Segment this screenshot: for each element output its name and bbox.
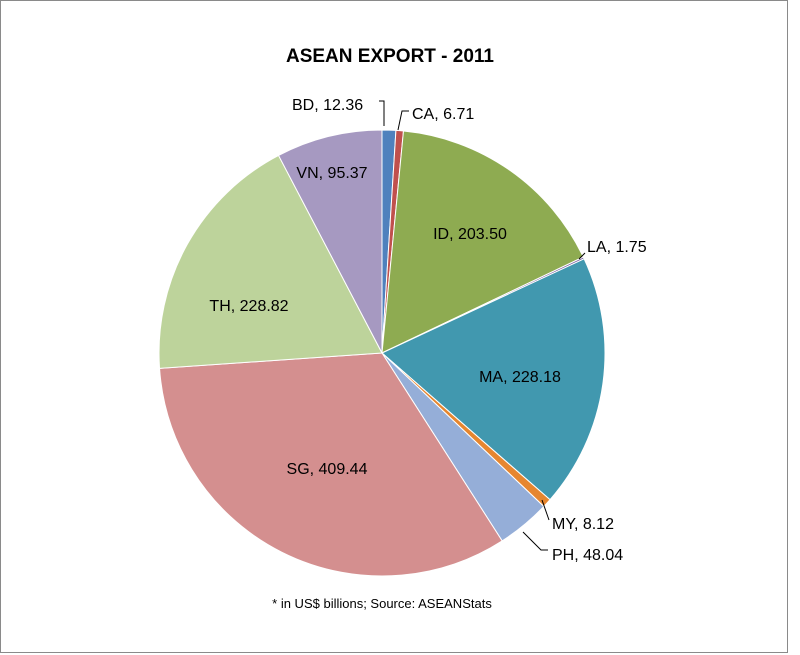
data-label-la: LA, 1.75 — [587, 239, 647, 256]
data-label-th: TH, 228.82 — [209, 298, 288, 315]
chart-title: ASEAN EXPORT - 2011 — [285, 46, 495, 67]
data-label-sg: SG, 409.44 — [287, 461, 368, 478]
data-label-ma: MA, 228.18 — [479, 369, 561, 386]
leader-line-ph — [522, 531, 548, 551]
pie-slice-ma — [381, 258, 606, 501]
leader-line-bd — [379, 100, 385, 126]
pie-slice-vn — [277, 129, 383, 354]
leader-line-my — [541, 499, 550, 521]
chart-footnote: * in US$ billions; Source: ASEANStats — [272, 596, 492, 611]
leader-line-la — [578, 252, 586, 260]
pie-slice-sg — [158, 352, 503, 577]
pie-slice-th — [158, 154, 383, 369]
pie-slice-id — [381, 130, 584, 354]
data-label-vn: VN, 95.37 — [296, 165, 367, 182]
leader-line-ca — [397, 110, 409, 131]
data-label-ca: CA, 6.71 — [412, 106, 474, 123]
data-label-id: ID, 203.50 — [433, 226, 507, 243]
data-label-ph: PH, 48.04 — [552, 547, 623, 564]
data-label-bd: BD, 12.36 — [292, 97, 363, 114]
data-label-my: MY, 8.12 — [552, 516, 614, 533]
